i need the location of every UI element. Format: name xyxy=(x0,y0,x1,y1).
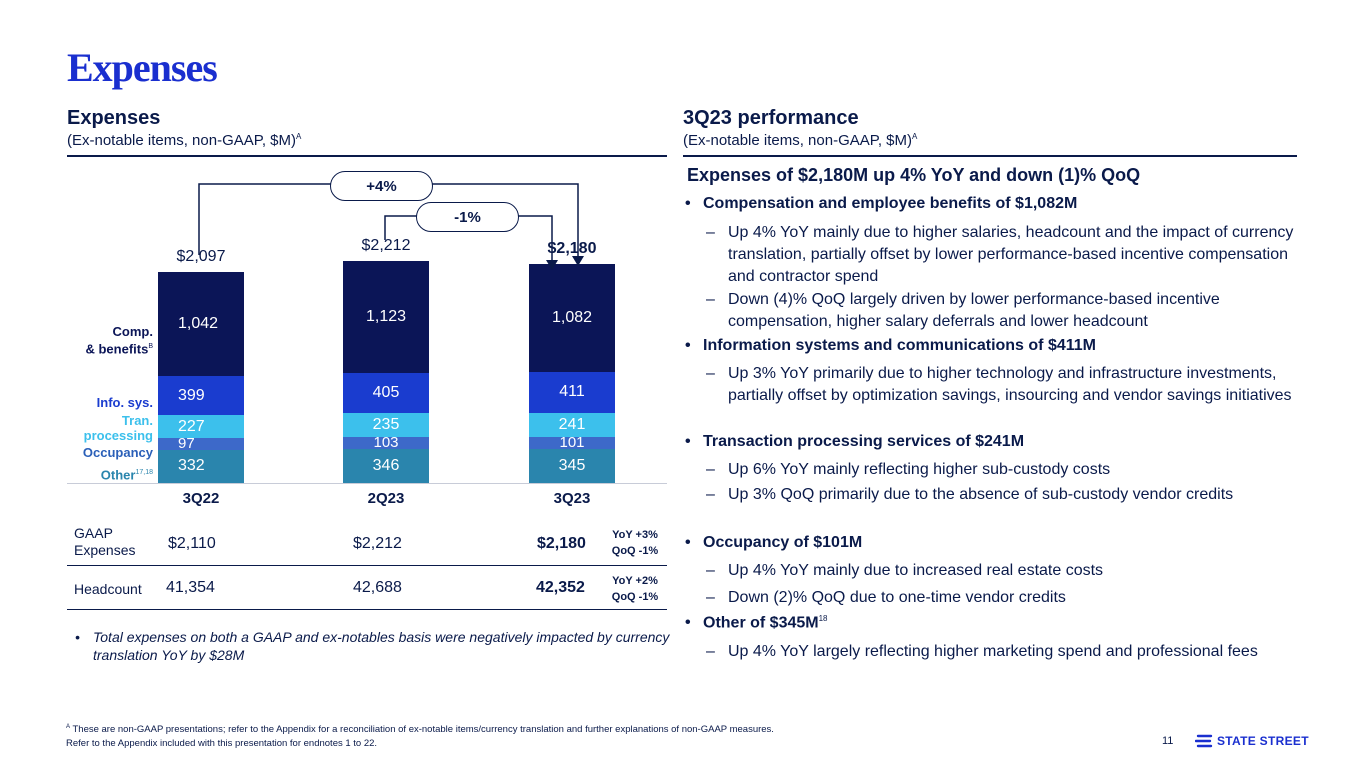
perf-sub-tran-yoy: – Up 6% YoY mainly reflecting higher sub-… xyxy=(706,461,1111,478)
page-number: 11 xyxy=(1162,735,1174,747)
perf-sub-info-yoy: – Up 3% YoY primarily due to higher techn… xyxy=(706,365,1292,404)
bar-segment-3q22-other: 332 xyxy=(158,449,244,483)
perf-sub-comp-yoy: – Up 4% YoY mainly due to higher salaries… xyxy=(706,224,1294,285)
legend-tran-processing: Tran. processing xyxy=(83,413,153,443)
state-street-logo: STATE STREET xyxy=(1195,734,1309,748)
legend-other: Other17,18 xyxy=(100,467,153,483)
qoq-change-pill: -1% xyxy=(416,202,519,232)
bar-segment-2q23-info-sys-: 405 xyxy=(343,372,429,414)
perf-item-info: • Information systems and communications … xyxy=(685,337,1096,354)
perf-item-comp: • Compensation and employee benefits of $… xyxy=(685,195,1078,212)
bar-segment-3q23-tran-processing: 241 xyxy=(529,412,615,437)
table-row-divider xyxy=(67,565,667,566)
left-section-rule xyxy=(67,155,667,157)
bar-total-3q23: $2,180 xyxy=(547,240,597,258)
bar-segment-3q23-occupancy: 101 xyxy=(529,435,615,450)
x-tick-2q23: 2Q23 xyxy=(367,490,405,507)
perf-item-tran: • Transaction processing services of $241… xyxy=(685,433,1025,450)
headcount-change-badge: YoY +2% QoQ -1% xyxy=(611,575,659,603)
headcount-3q22: 41,354 xyxy=(166,579,215,596)
perf-sub-other-yoy: – Up 4% YoY largely reflecting higher mar… xyxy=(706,643,1258,660)
perf-sub-tran-qoq: – Up 3% QoQ primarily due to the absence … xyxy=(706,486,1234,503)
table-bottom-rule xyxy=(67,609,667,610)
left-section-subheading: (Ex-notable items, non-GAAP, $M)A xyxy=(67,132,302,149)
x-tick-3q23: 3Q23 xyxy=(553,490,591,507)
legend-occupancy: Occupancy xyxy=(82,445,153,460)
bar-segment-3q23-comp-benefits: 1,082 xyxy=(529,264,615,372)
performance-headline: Expenses of $2,180M up 4% YoY and down (… xyxy=(687,165,1141,185)
perf-item-occupancy: • Occupancy of $101M xyxy=(685,534,863,551)
page-title: Expenses xyxy=(67,45,218,90)
bar-segment-3q23-other: 345 xyxy=(529,448,615,483)
bar-segment-3q22-occupancy: 97 xyxy=(158,436,244,451)
currency-note: • Total expenses on both a GAAP and ex-n… xyxy=(75,629,670,663)
gaap-3q22: $2,110 xyxy=(168,535,216,552)
right-section-heading: 3Q23 performance xyxy=(683,107,859,129)
perf-sub-occupancy-yoy: – Up 4% YoY mainly due to increased real … xyxy=(706,562,1104,579)
x-tick-3q22: 3Q22 xyxy=(182,490,220,507)
bar-total-3q22: $2,097 xyxy=(176,248,226,265)
footnote-a: A These are non-GAAP presentations; refe… xyxy=(66,724,774,736)
gaap-3q23: $2,180 xyxy=(537,535,586,552)
bar-segment-3q23-info-sys-: 411 xyxy=(529,371,615,413)
bar-segment-2q23-tran-processing: 235 xyxy=(343,413,429,437)
bar-segment-2q23-occupancy: 103 xyxy=(343,435,429,450)
right-section-rule xyxy=(683,155,1297,157)
headcount-2q23: 42,688 xyxy=(353,579,402,596)
perf-sub-occupancy-qoq: – Down (2)% QoQ due to one-time vendor cr… xyxy=(706,589,1066,606)
gaap-2q23: $2,212 xyxy=(353,535,402,552)
bar-segment-3q22-comp-benefits: 1,042 xyxy=(158,272,244,376)
yoy-change-pill: +4% xyxy=(330,171,433,201)
bar-segment-3q22-info-sys-: 399 xyxy=(158,375,244,416)
perf-item-other: • Other of $345M18 xyxy=(685,614,828,632)
legend-info-sys: Info. sys. xyxy=(96,395,153,410)
chart-baseline xyxy=(67,483,667,484)
bar-segment-2q23-other: 346 xyxy=(343,448,429,483)
footnote-endnotes: Refer to the Appendix included with this… xyxy=(66,738,378,749)
bar-segment-3q22-tran-processing: 227 xyxy=(158,415,244,438)
gaap-expenses-label: GAAP Expenses xyxy=(74,525,136,558)
legend-comp-benefits: Comp. & benefitsB xyxy=(85,324,153,357)
perf-sub-comp-qoq: – Down (4)% QoQ largely driven by lower p… xyxy=(706,291,1220,330)
bar-segment-2q23-comp-benefits: 1,123 xyxy=(343,261,429,373)
state-street-mark-icon xyxy=(1195,734,1213,748)
headcount-3q23: 42,352 xyxy=(536,579,585,596)
bar-total-2q23: $2,212 xyxy=(361,237,411,255)
note-bullet: • xyxy=(75,629,80,645)
headcount-label: Headcount xyxy=(74,581,142,597)
left-section-heading: Expenses xyxy=(67,107,161,129)
gaap-change-badge: YoY +3% QoQ -1% xyxy=(611,529,659,557)
right-section-subheading: (Ex-notable items, non-GAAP, $M)A xyxy=(683,132,918,149)
